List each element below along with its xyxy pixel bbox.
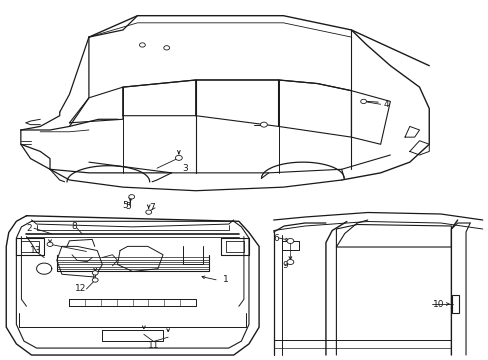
Text: 5: 5 (122, 201, 128, 210)
Circle shape (128, 195, 134, 199)
Text: 12: 12 (74, 284, 86, 293)
Circle shape (47, 242, 53, 247)
Text: 3: 3 (182, 164, 188, 173)
Text: 2: 2 (26, 224, 32, 233)
Text: 4: 4 (383, 100, 388, 109)
Circle shape (139, 43, 145, 47)
Circle shape (286, 239, 293, 243)
Text: 8: 8 (72, 222, 77, 231)
Text: 13: 13 (30, 246, 41, 255)
Text: 9: 9 (282, 261, 287, 270)
Circle shape (92, 278, 98, 282)
Circle shape (92, 271, 98, 275)
Text: 1: 1 (223, 275, 228, 284)
Circle shape (163, 46, 169, 50)
Circle shape (260, 122, 267, 127)
Circle shape (360, 99, 366, 104)
Bar (451, 295, 458, 313)
Text: 10: 10 (432, 300, 443, 309)
Circle shape (145, 210, 151, 214)
Circle shape (175, 156, 182, 160)
Circle shape (286, 260, 293, 265)
Text: 6: 6 (273, 234, 279, 243)
Text: 11: 11 (147, 341, 159, 350)
Text: 7: 7 (149, 203, 155, 212)
Text: 5: 5 (124, 202, 130, 211)
